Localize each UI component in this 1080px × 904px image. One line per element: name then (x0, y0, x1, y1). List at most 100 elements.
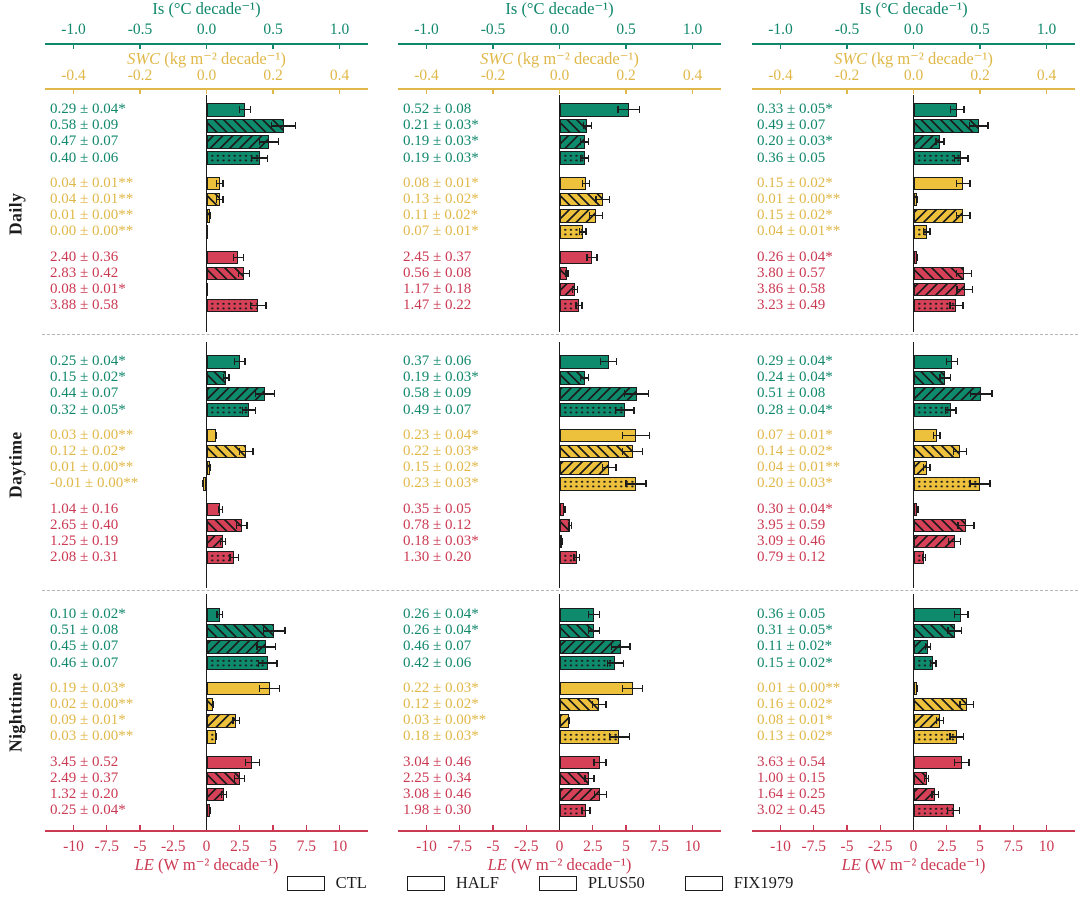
bar-value-label: 0.08 ± 0.01* (50, 281, 126, 298)
error-bar (238, 272, 250, 275)
error-bar (946, 361, 958, 363)
le-axis-tick (779, 824, 782, 830)
swc-axis-title: SWC (kg m⁻² decade⁻¹) (127, 49, 286, 68)
error-bar-cap (252, 448, 254, 456)
swc-axis-title: SWC (kg m⁻² decade⁻¹) (834, 49, 993, 68)
error-bar-cap (215, 432, 218, 440)
error-bar (950, 736, 964, 738)
error-bar (251, 157, 268, 159)
error-bar (922, 556, 926, 559)
error-bar-cap (967, 611, 969, 619)
error-bar (245, 761, 260, 764)
error-bar-cap (242, 253, 244, 261)
bar-plus50-le (559, 787, 601, 802)
error-bar-cap (615, 464, 617, 472)
error-bar-cap (608, 196, 611, 204)
row-separator (42, 590, 1078, 591)
zero-axis-line (912, 95, 915, 332)
error-bar-cap (235, 521, 238, 529)
bar-plus50-swc (206, 714, 237, 728)
error-bar-cap (932, 432, 935, 440)
is-axis-tick (492, 43, 494, 49)
error-bar (954, 614, 969, 616)
bar-value-label: 0.35 ± 0.05 (403, 500, 472, 517)
swc-axis-tick (272, 88, 274, 94)
error-bar-cap (588, 180, 591, 188)
le-axis-tick-label: 10 (331, 838, 348, 855)
error-bar (940, 377, 951, 379)
bar-value-label: 1.30 ± 0.20 (403, 549, 472, 566)
error-bar-cap (243, 774, 246, 782)
error-bar-cap (625, 480, 627, 488)
bar-plus50-le (913, 534, 955, 549)
le-axis-tick-label: -2.5 (160, 838, 186, 855)
bar-value-label: 0.03 ± 0.00** (403, 712, 487, 729)
error-bar-cap (593, 758, 595, 766)
bar-value-label: 0.37 ± 0.06 (403, 353, 472, 370)
error-bar-cap (588, 212, 591, 220)
error-bar-cap (956, 180, 958, 188)
error-bar-cap (969, 212, 971, 220)
error-bar-cap (621, 432, 624, 440)
bar-value-label: 0.42 ± 0.06 (403, 654, 472, 671)
bar-value-label: 0.23 ± 0.04* (403, 427, 479, 444)
bar-plus50-is (206, 387, 266, 401)
zero-axis-line (912, 594, 915, 830)
swc-axis-tick-label: 0.0 (196, 67, 217, 84)
error-bar-cap (273, 390, 276, 398)
error-bar-cap (219, 538, 222, 546)
swc-axis-tick (625, 88, 627, 94)
bar-value-label: 0.23 ± 0.03* (403, 475, 479, 492)
error-bar (259, 687, 280, 690)
is-axis-tick (779, 43, 782, 49)
error-bar-cap (959, 701, 961, 709)
error-bar (954, 157, 969, 159)
bar-fix1979-le (206, 298, 259, 313)
bar-half-swc (559, 697, 600, 712)
le-axis-tick-label: -2.5 (513, 838, 539, 855)
error-bar (624, 393, 649, 395)
bar-value-label: 0.47 ± 0.07 (50, 133, 119, 150)
error-bar (956, 182, 971, 185)
error-bar-cap (968, 758, 970, 766)
is-axis-tick-label: 1.0 (329, 21, 350, 38)
legend-label-plus50: PLUS50 (587, 873, 645, 892)
error-bar-cap (930, 643, 932, 651)
le-axis-tick (979, 824, 981, 830)
error-bar (923, 231, 931, 233)
error-bar-cap (972, 701, 975, 709)
le-axis-tick (172, 824, 174, 830)
error-bar-cap (602, 212, 604, 220)
error-bar (580, 141, 589, 143)
error-bar (234, 361, 246, 363)
swc-axis-tick-label: -0.2 (127, 67, 153, 84)
le-axis-tick (658, 824, 660, 830)
error-bar (583, 125, 592, 127)
error-bar-cap (991, 390, 993, 398)
error-bar-cap (922, 228, 925, 236)
bar-value-label: 2.45 ± 0.37 (403, 248, 472, 265)
bar-fix1979-le (913, 298, 957, 313)
bar-value-label: 0.46 ± 0.07 (50, 654, 119, 671)
error-bar-cap (929, 464, 931, 472)
error-bar-cap (278, 685, 281, 693)
error-bar (221, 793, 227, 796)
error-bar-cap (215, 196, 218, 204)
error-bar (594, 793, 607, 796)
error-bar (574, 556, 580, 559)
bar-value-label: 1.64 ± 0.25 (757, 786, 826, 803)
le-axis-title: LE (W m⁻² decade⁻¹) (134, 855, 279, 874)
error-bar-cap (202, 480, 204, 488)
error-bar-cap (561, 538, 563, 546)
error-bar (923, 467, 931, 469)
error-bar (572, 288, 578, 291)
bar-value-label: 3.23 ± 0.49 (757, 297, 826, 314)
error-bar (234, 777, 245, 780)
error-bar (615, 409, 634, 411)
le-axis-tick (492, 824, 494, 830)
bar-value-label: 0.52 ± 0.08 (403, 101, 472, 118)
error-bar-cap (970, 269, 973, 277)
error-bar-cap (222, 180, 224, 188)
bar-value-label: 0.56 ± 0.08 (403, 264, 472, 281)
